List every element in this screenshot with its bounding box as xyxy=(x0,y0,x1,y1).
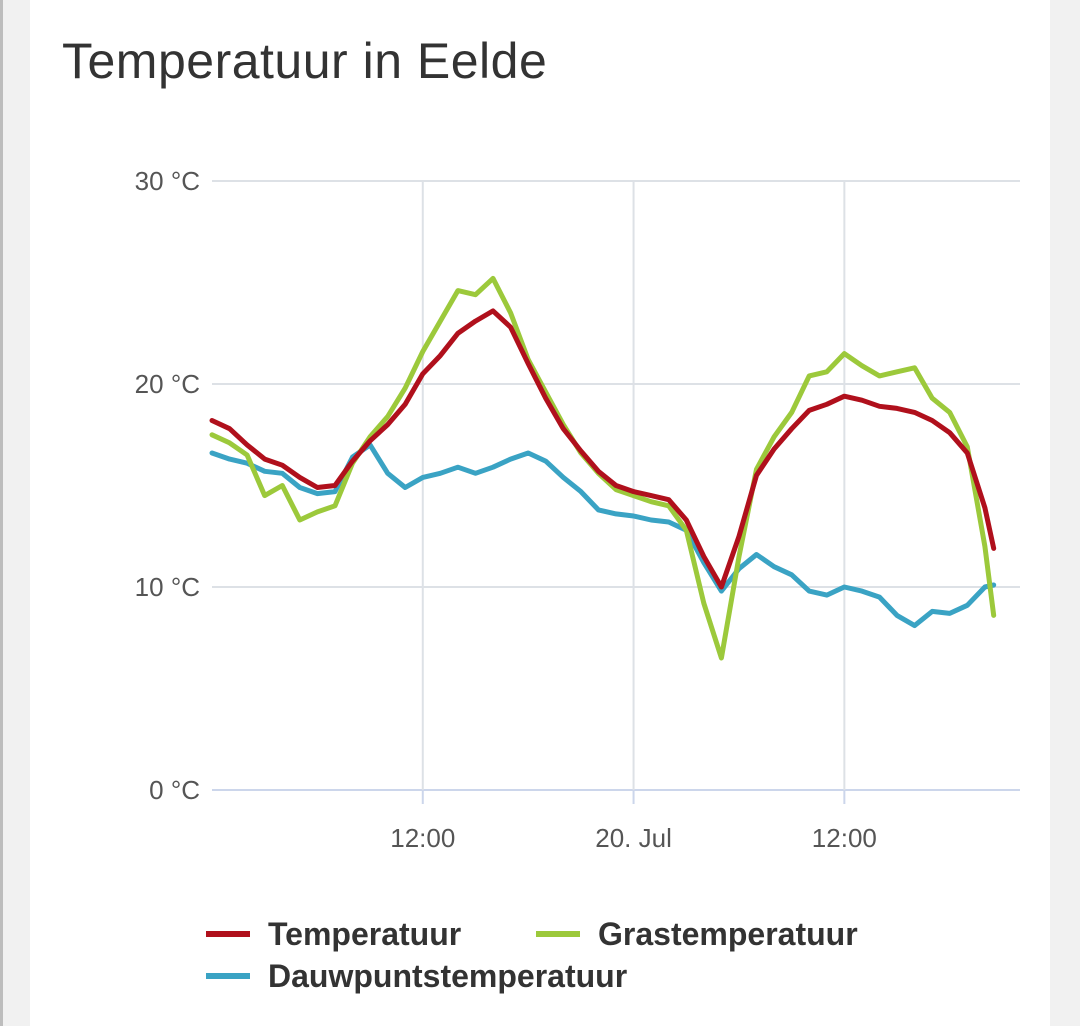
page-title: Temperatuur in Eelde xyxy=(62,33,548,89)
x-tick-label: 12:00 xyxy=(390,823,455,853)
temperature-chart: 0 °C 10 °C 20 °C 30 °C 12:00 20. Jul 12:00 Te… xyxy=(135,166,1020,994)
window-edge xyxy=(0,0,3,1026)
legend-item[interactable]: Temperatuur xyxy=(268,916,461,952)
series-line-temperatuur xyxy=(209,308,997,590)
grid-lines xyxy=(212,180,1020,804)
x-tick-label: 20. Jul xyxy=(595,823,672,853)
y-tick-label: 10 °C xyxy=(135,572,200,602)
x-tick-label: 12:00 xyxy=(812,823,877,853)
y-tick-label: 30 °C xyxy=(135,166,200,196)
legend: Temperatuur Grastemperatuur Dauwpuntstempe… xyxy=(206,916,858,994)
series-line-grastemperatuur xyxy=(209,275,997,661)
y-tick-label: 20 °C xyxy=(135,369,200,399)
chart-card: Temperatuur in Eelde 0 °C 10 °C 20 °C 30 °C… xyxy=(30,0,1050,1026)
series-lines xyxy=(209,275,997,661)
legend-item[interactable]: Dauwpuntstemperatuur xyxy=(268,958,627,994)
y-axis-labels: 0 °C 10 °C 20 °C 30 °C xyxy=(135,166,200,805)
legend-item[interactable]: Grastemperatuur xyxy=(598,916,858,952)
x-axis-labels: 12:00 20. Jul 12:00 xyxy=(390,823,877,853)
y-tick-label: 0 °C xyxy=(149,775,200,805)
